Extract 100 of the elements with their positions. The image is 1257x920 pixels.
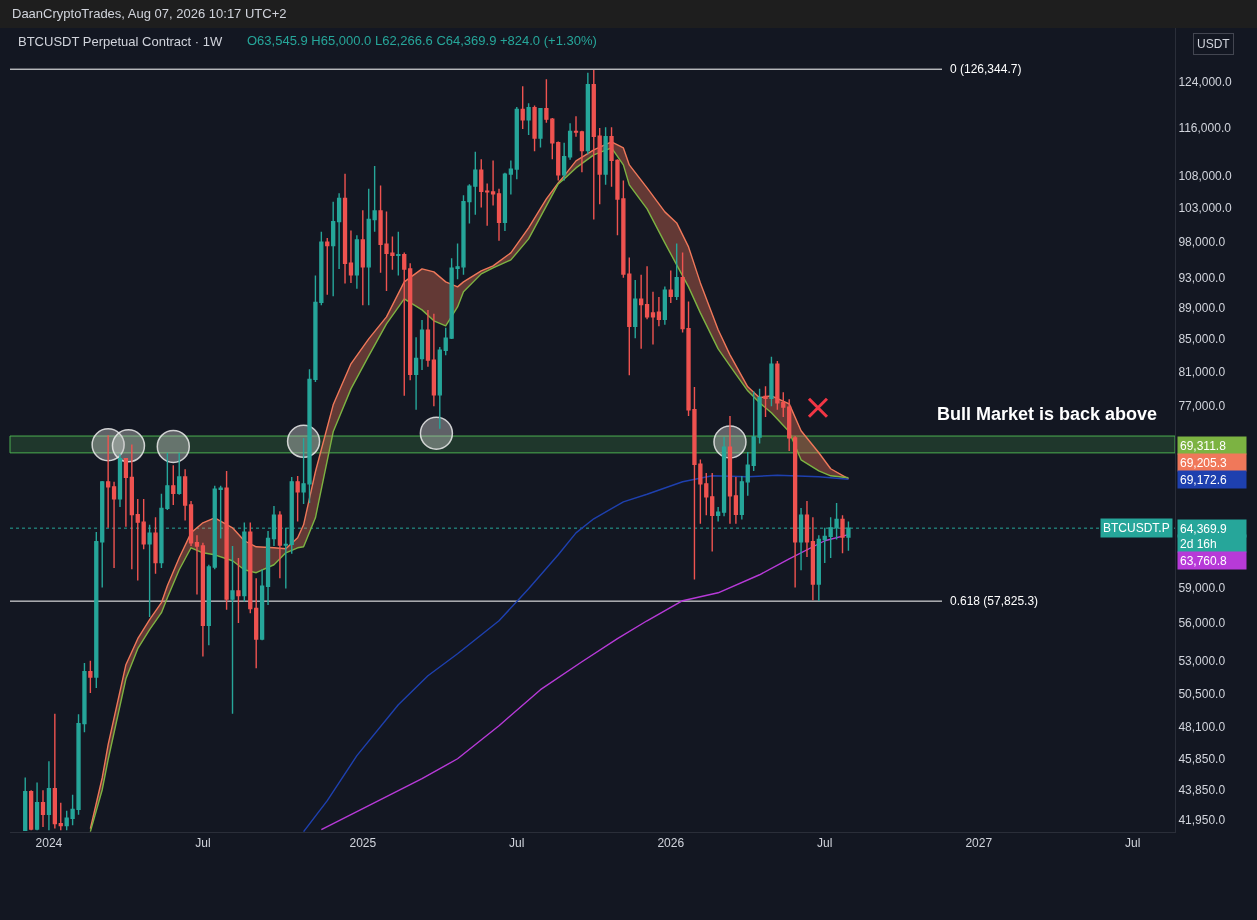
candlestick xyxy=(419,319,425,371)
candlestick xyxy=(437,346,442,430)
candlestick xyxy=(342,173,348,285)
candlestick xyxy=(236,557,241,624)
x-tick-label: Jul xyxy=(1125,836,1141,851)
y-tick-label: 116,000.0 xyxy=(1178,120,1232,135)
candlestick xyxy=(567,122,573,161)
candlestick xyxy=(248,521,253,614)
candlestick xyxy=(633,279,638,339)
text: 2d 16h xyxy=(1180,536,1217,551)
candlestick xyxy=(668,269,673,304)
candlestick xyxy=(520,85,525,130)
candlestick xyxy=(425,309,431,368)
candlestick xyxy=(100,480,105,589)
candlestick xyxy=(129,443,134,570)
point xyxy=(807,397,829,419)
candlestick xyxy=(396,231,401,277)
y-tick-label: 50,500.0 xyxy=(1178,686,1226,701)
x-tick-label: 2026 xyxy=(657,836,685,851)
y-tick-label: 59,000.0 xyxy=(1178,580,1226,595)
point xyxy=(419,416,454,451)
candlestick xyxy=(573,115,579,138)
candlestick xyxy=(579,130,585,173)
candlestick xyxy=(514,106,519,180)
candlestick xyxy=(111,481,117,569)
candlestick xyxy=(532,104,537,152)
candlestick xyxy=(94,531,99,689)
candlestick xyxy=(739,475,744,521)
annotation: BTCUSDT.P xyxy=(1103,521,1170,535)
y-tick-label: 103,000.0 xyxy=(1178,201,1233,216)
candlestick xyxy=(331,200,336,297)
candlestick xyxy=(763,385,768,418)
candlestick xyxy=(277,510,283,579)
candlestick xyxy=(733,476,739,525)
candlestick xyxy=(727,415,733,525)
candlestick xyxy=(526,102,531,136)
candlestick xyxy=(603,126,608,186)
candlestick xyxy=(840,514,845,554)
candlestick xyxy=(402,251,407,397)
y-tick-label: 98,000.0 xyxy=(1178,235,1226,250)
y-tick-label: 41,950.0 xyxy=(1178,812,1226,827)
text: 63,760.8 xyxy=(1180,553,1228,568)
x-tick-label: Jul xyxy=(509,836,525,851)
y-tick-label: 81,000.0 xyxy=(1178,364,1226,379)
candlestick xyxy=(212,485,217,570)
y-tick-label: 108,000.0 xyxy=(1178,169,1233,184)
point xyxy=(156,429,191,464)
candlestick xyxy=(721,436,727,518)
ref-line-label: 0 (126,344.7) xyxy=(950,62,1022,76)
candlestick xyxy=(639,274,644,350)
candlestick xyxy=(674,242,679,301)
candlestick xyxy=(745,451,750,497)
candlestick xyxy=(792,435,798,589)
y-tick-label: 56,000.0 xyxy=(1178,616,1226,631)
candlestick xyxy=(585,71,590,155)
text: 69,172.6 xyxy=(1180,472,1228,487)
candlestick xyxy=(182,468,188,522)
y-tick-label: 85,000.0 xyxy=(1178,332,1226,347)
candlestick xyxy=(360,209,365,307)
candlestick xyxy=(259,568,265,641)
candlestick xyxy=(769,356,774,407)
candlestick xyxy=(656,296,662,327)
candlestick xyxy=(502,172,508,232)
annotation: Bull Market is back above xyxy=(937,404,1158,424)
candlestick xyxy=(644,265,650,320)
candlestick xyxy=(29,789,34,831)
text: BTCUSDT Perpetual Contract · 1W xyxy=(18,33,223,49)
candlestick xyxy=(52,713,57,830)
ref-line-label: 0.618 (57,825.3) xyxy=(950,594,1039,608)
candlestick xyxy=(123,457,129,528)
candlestick xyxy=(23,776,28,831)
candlestick xyxy=(171,464,176,506)
candlestick xyxy=(496,187,502,242)
x-tick-label: Jul xyxy=(195,836,211,851)
point xyxy=(111,429,146,463)
candlestick xyxy=(46,760,52,831)
y-tick-label: 124,000.0 xyxy=(1178,75,1233,90)
text: 64,369.9 xyxy=(1180,521,1228,536)
candlestick xyxy=(295,475,300,523)
candlestick xyxy=(254,577,259,669)
candlestick xyxy=(710,472,715,553)
y-tick-label: 48,100.0 xyxy=(1178,719,1226,734)
candlestick xyxy=(141,498,146,551)
y-tick-label: 43,850.0 xyxy=(1178,782,1226,797)
candlestick xyxy=(135,498,140,582)
candlestick xyxy=(810,516,816,601)
candlestick xyxy=(34,781,40,831)
candlestick xyxy=(105,434,111,529)
candlestick xyxy=(431,313,437,407)
candlestick xyxy=(787,398,792,452)
x-tick-label: Jul xyxy=(817,836,833,851)
x-tick-label: 2027 xyxy=(965,836,993,851)
candlestick xyxy=(591,69,596,221)
candlestick xyxy=(117,453,123,508)
candlestick xyxy=(538,107,543,149)
candlestick xyxy=(177,452,182,496)
line-series xyxy=(302,474,850,832)
candlestick xyxy=(354,234,360,290)
candlestick xyxy=(224,470,229,611)
candlestick xyxy=(508,159,514,196)
